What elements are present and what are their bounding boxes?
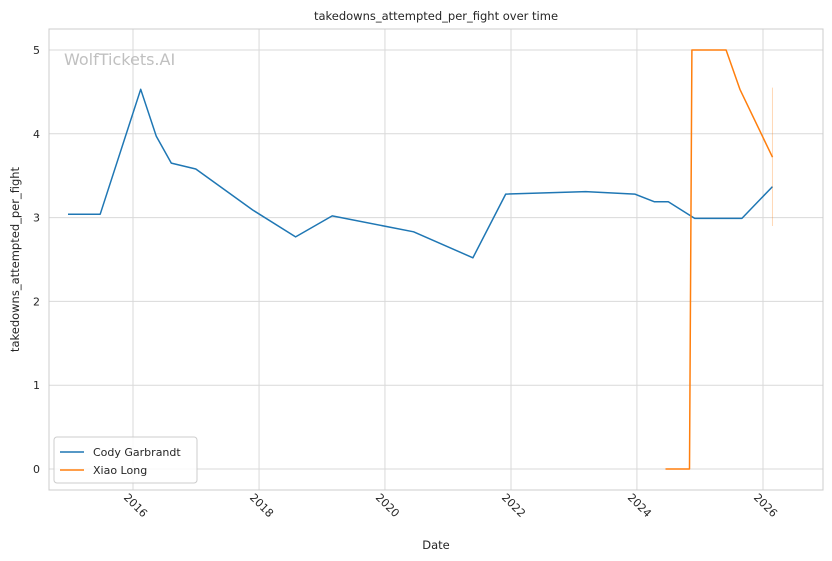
plot-frame (48, 28, 824, 491)
y-tick-label: 0 (33, 463, 40, 476)
y-tick-label: 4 (33, 128, 40, 141)
y-axis-label: takedowns_attempted_per_fight (8, 166, 22, 352)
legend: Cody Garbrandt Xiao Long (53, 436, 198, 484)
series-line-1 (665, 49, 774, 470)
legend-label: Xiao Long (93, 464, 147, 477)
legend-label: Cody Garbrandt (93, 446, 181, 459)
watermark: WolfTickets.AI (64, 50, 175, 69)
y-tick-label: 3 (33, 212, 40, 225)
y-tick-label: 1 (33, 379, 40, 392)
legend-box (53, 436, 198, 484)
y-tick-label: 5 (33, 44, 40, 57)
series-layer (68, 49, 774, 470)
y-tick-label: 2 (33, 295, 40, 308)
x-axis-label: Date (422, 538, 450, 552)
chart-title: takedowns_attempted_per_fight over time (314, 9, 558, 23)
